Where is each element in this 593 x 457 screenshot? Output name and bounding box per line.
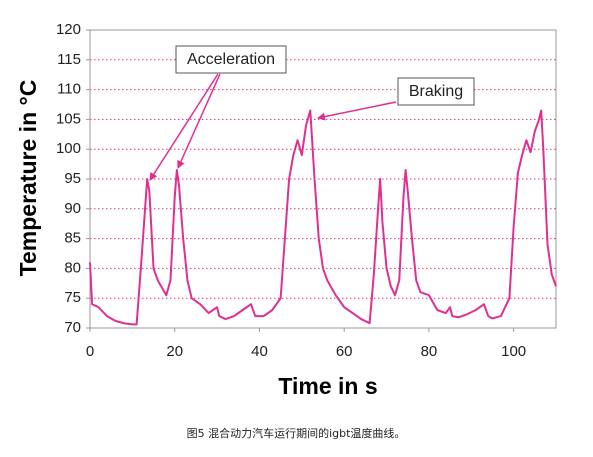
x-tick-label: 100 (501, 343, 526, 360)
y-axis-label: Temperature in °C (15, 80, 41, 277)
y-tick-label: 95 (64, 170, 81, 187)
y-tick-label: 120 (56, 21, 81, 38)
x-tick-label: 60 (336, 343, 353, 360)
annotation: Braking (409, 83, 463, 100)
plot-frame (89, 29, 557, 329)
y-tick-label: 75 (64, 289, 81, 306)
annotation-box (175, 45, 287, 74)
y-tick-label: 85 (64, 230, 81, 247)
annotation: Acceleration (187, 51, 275, 68)
y-tick-label: 115 (57, 51, 81, 68)
x-tick-label: 0 (86, 343, 94, 360)
annotation-arrow (149, 73, 219, 181)
y-tick-label: 100 (56, 140, 81, 157)
annotation-box (397, 77, 475, 106)
annotation-arrow (317, 101, 397, 121)
x-tick-label: 80 (421, 343, 438, 360)
plot (89, 109, 557, 326)
data-line (89, 109, 557, 326)
y-tick-label: 110 (57, 81, 81, 98)
x-axis-label: Time in s (278, 373, 377, 399)
grid (86, 29, 556, 332)
caption: 图5 混合动力汽车运行期间的igbt温度曲线。 (187, 426, 406, 440)
y-tick-label: 70 (64, 319, 81, 336)
x-tick-label: 20 (166, 343, 183, 360)
annotation-arrow (177, 73, 221, 169)
x-tick-label: 40 (251, 343, 268, 360)
y-tick-label: 105 (56, 110, 81, 127)
y-tick-label: 90 (64, 200, 81, 217)
y-tick-label: 80 (64, 259, 81, 276)
